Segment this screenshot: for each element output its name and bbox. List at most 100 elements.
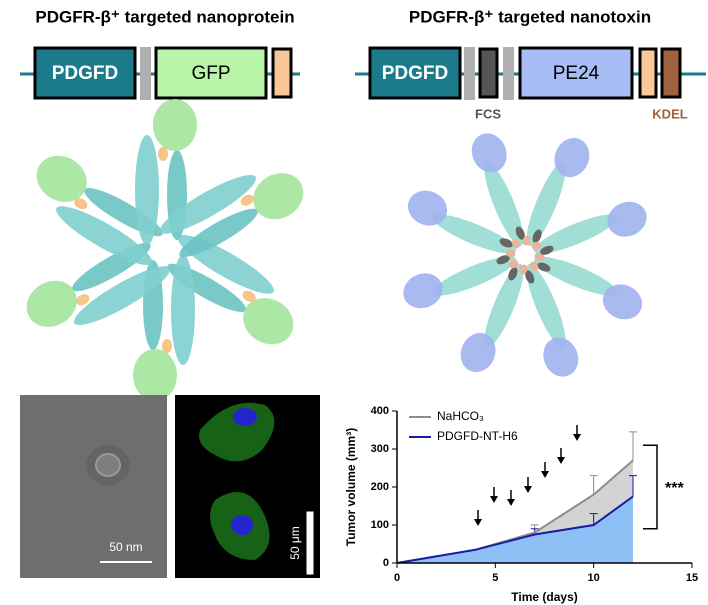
kdel-domain	[511, 238, 521, 249]
pdgfd-domain	[74, 266, 171, 325]
gfp-domain	[253, 173, 304, 220]
tag	[271, 47, 293, 99]
pe24-domain	[543, 337, 579, 377]
domain-label: GFP	[191, 63, 230, 84]
legend-label: NaHCO₃	[437, 409, 484, 423]
arrow-head	[573, 434, 581, 441]
arrow-head	[474, 519, 482, 526]
error-bar	[629, 431, 637, 461]
nucleus	[231, 515, 253, 535]
fcs-domain	[515, 226, 525, 240]
nanotoxin-structure	[403, 133, 647, 377]
fcs-domain	[508, 267, 518, 281]
tag-domain	[242, 290, 256, 302]
monomer	[522, 137, 590, 246]
fcs-domain	[525, 270, 535, 284]
nanoparticle	[95, 453, 121, 477]
y-tick-label: 0	[383, 557, 389, 569]
gfp-domain	[36, 155, 87, 202]
pdgfd-domain	[179, 208, 258, 258]
gfp-domain	[26, 280, 77, 327]
tag-domain	[240, 194, 254, 206]
kdel-box	[660, 47, 682, 99]
y-tick-label: 100	[371, 519, 389, 531]
pdgfd-domain	[56, 206, 153, 265]
kdel-domain	[508, 259, 519, 269]
dose-arrows	[474, 425, 581, 526]
fcs-label: FCS	[475, 106, 501, 121]
kdel-label: KDEL	[652, 106, 687, 121]
area	[397, 496, 633, 563]
monomer	[525, 261, 579, 377]
pe24-domain	[403, 273, 443, 309]
monomer	[471, 133, 525, 249]
monomer	[407, 190, 516, 258]
domain-label: PE24	[553, 63, 600, 84]
pdgfd-domain	[484, 264, 524, 348]
y-axis-label: Tumor volume (mm³)	[344, 428, 358, 546]
significance-label: ***	[665, 480, 684, 497]
kdel-domain	[505, 249, 516, 258]
domain-label: PDGFD	[382, 63, 449, 84]
fcs-domain	[537, 262, 551, 272]
halo	[86, 445, 130, 485]
kdel-domain	[519, 264, 528, 275]
pe24-domain	[407, 190, 448, 226]
gfp-domain	[243, 298, 294, 345]
tag-domain	[162, 339, 172, 353]
arrow-head	[507, 499, 515, 506]
monomer	[403, 255, 519, 309]
pe24-domain	[554, 137, 590, 178]
tag	[638, 47, 658, 99]
error-bar	[589, 513, 598, 525]
monomer	[460, 264, 528, 373]
tag-domain	[158, 147, 168, 161]
gfp-domain	[153, 99, 197, 151]
pdgfd-domain	[526, 162, 566, 246]
pdgfd-domain	[171, 255, 195, 365]
pdgfd-domain	[432, 214, 516, 254]
pdgfd-domain	[159, 175, 256, 234]
right-title: PDGFR-β⁺ targeted nanotoxin	[409, 7, 651, 26]
scale-label: 50 μm	[288, 526, 302, 560]
pdgfd-domain	[526, 264, 566, 348]
domain-label: PDGFD	[52, 63, 119, 84]
chart: 0 100 200 300 400 0 5 10 15 Time (days) Tumor volu…	[344, 405, 698, 604]
pdgfd-domain	[534, 214, 618, 254]
pdgfd-domain	[484, 162, 524, 246]
gfp-domain	[133, 349, 177, 401]
fcs-domain	[496, 255, 510, 265]
x-tick-label: 15	[686, 572, 698, 584]
arrow-head	[557, 457, 565, 464]
monomer	[36, 155, 163, 265]
pe24-domain	[602, 284, 643, 320]
monomer	[534, 252, 643, 320]
y-tick-label: 200	[371, 481, 389, 493]
linker	[503, 47, 514, 100]
fcs-box	[478, 47, 499, 99]
kdel-domain	[529, 261, 539, 272]
pdgfd-box	[368, 46, 462, 100]
x-tick-label: 0	[394, 572, 400, 584]
scale-bar	[305, 510, 315, 576]
sem-image	[20, 395, 167, 578]
nucleus	[233, 408, 257, 426]
kdel-domain	[534, 252, 545, 261]
significance-bracket	[643, 444, 658, 530]
error-bar	[629, 475, 637, 497]
arrow-head	[541, 471, 549, 478]
legend-label: PDGFD-NT-H6	[437, 429, 518, 443]
fcs-domain	[532, 229, 542, 243]
pdgfd-domain	[534, 256, 618, 296]
y-tick-label: 400	[371, 405, 389, 417]
linker	[464, 47, 475, 100]
pdgfd-domain	[432, 256, 516, 296]
pdgfd-domain	[135, 135, 159, 245]
fcs-domain	[499, 238, 513, 248]
pe24-domain	[471, 133, 507, 173]
x-tick-label: 10	[588, 572, 600, 584]
pdgfd-box	[33, 46, 137, 100]
line	[396, 495, 634, 564]
left-title: PDGFR-β⁺ targeted nanoprotein	[35, 7, 294, 26]
